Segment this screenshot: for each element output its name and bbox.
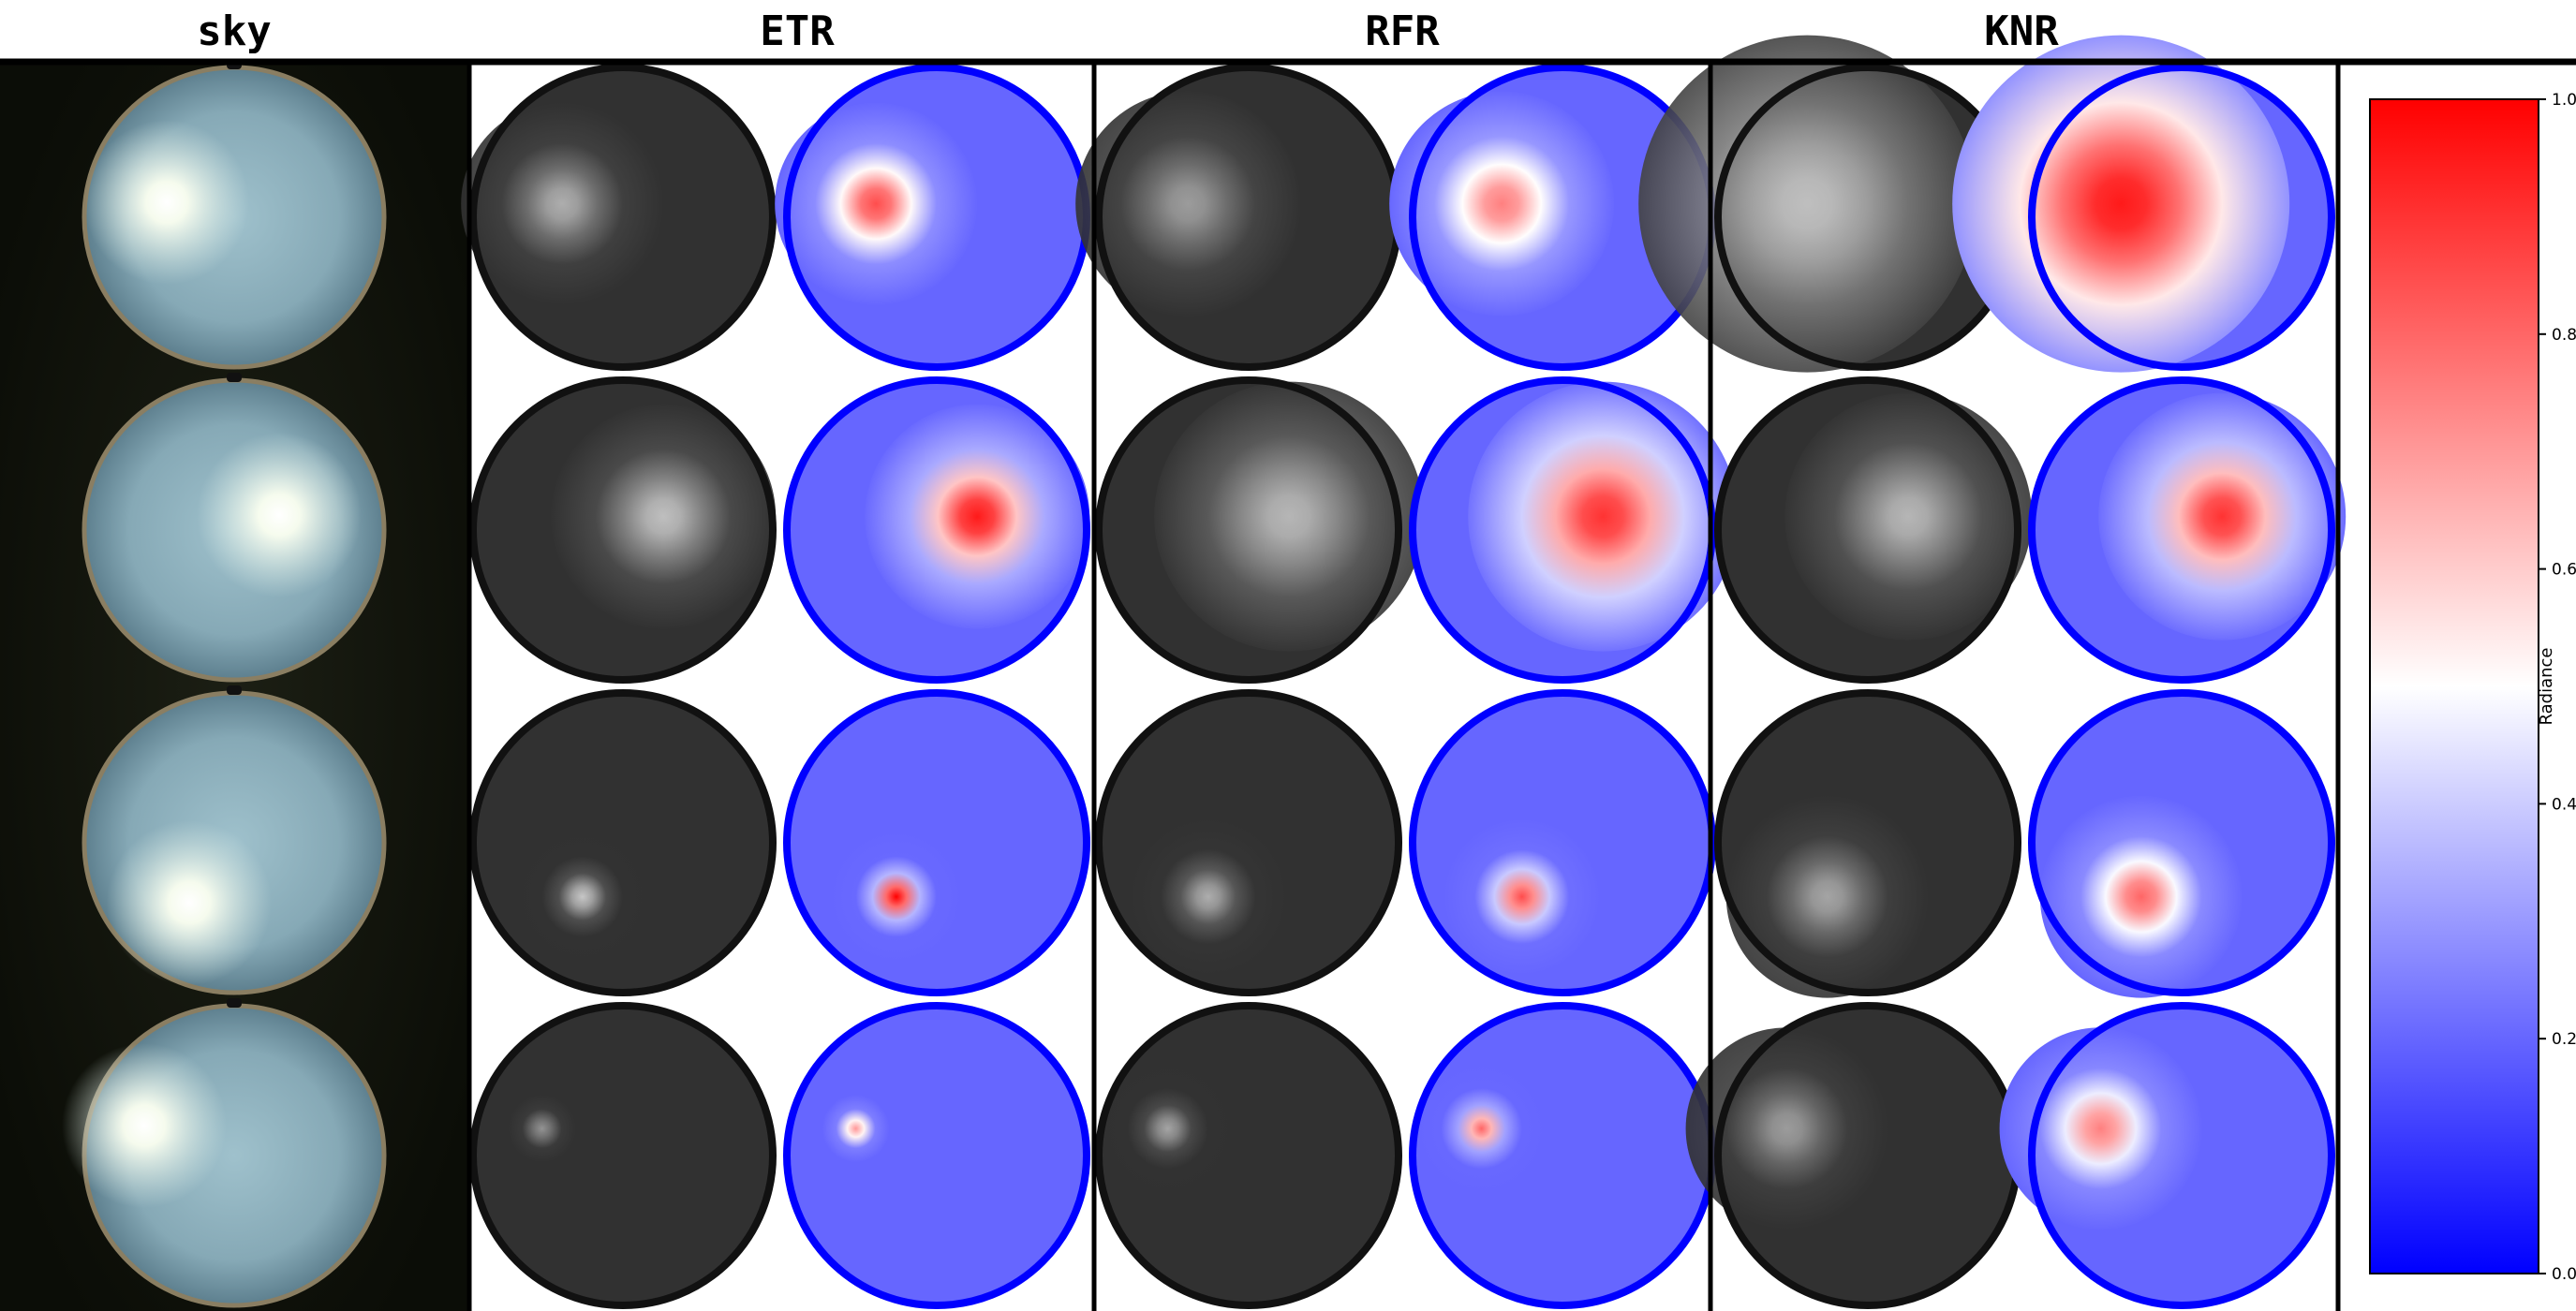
colorbar-ticks: 0.0 0.2 0.4 0.6 0.8 1.0 bbox=[2539, 91, 2576, 1284]
camera-mount bbox=[227, 685, 242, 695]
radiance-sun-spot bbox=[865, 404, 1090, 629]
radiance-sun-spot bbox=[1468, 381, 1739, 652]
panel-knr-row-2 bbox=[1714, 376, 2347, 684]
grayscale-sun-spot bbox=[551, 404, 777, 629]
sky-image-row-2 bbox=[81, 373, 387, 683]
radiance-sun-spot bbox=[2039, 795, 2243, 998]
colorbar-gradient bbox=[2369, 98, 2539, 1274]
panel-rfr-row-3 bbox=[1095, 689, 1716, 996]
grayscale-rim bbox=[1714, 376, 2021, 684]
panel-knr-row-3 bbox=[1714, 689, 2335, 998]
colorbar-label: Radiance bbox=[2537, 648, 2556, 726]
radiance-sun-spot bbox=[2098, 392, 2347, 641]
grayscale-rim bbox=[1095, 689, 1402, 996]
panel-etr-row-2 bbox=[469, 376, 1090, 684]
panel-rfr-row-1 bbox=[1075, 64, 1716, 371]
panel-etr-row-4 bbox=[469, 1002, 1090, 1309]
grayscale-rim bbox=[469, 1002, 777, 1309]
grayscale-sun-spot bbox=[1075, 91, 1301, 317]
panel-knr-row-1 bbox=[1638, 35, 2335, 373]
sky-image-row-4 bbox=[62, 998, 387, 1308]
colorbar: 0.0 0.2 0.4 0.6 0.8 1.0 Radiance bbox=[2369, 91, 2576, 1284]
radiance-rim bbox=[2028, 376, 2335, 684]
radiance-sun-spot bbox=[1414, 1061, 1549, 1197]
grayscale-rim bbox=[1714, 689, 2021, 996]
grayscale-sun-spot bbox=[1638, 35, 1976, 373]
column-title-etr: ETR bbox=[760, 7, 835, 55]
colorbar-tick-label: 0.8 bbox=[2552, 326, 2576, 345]
panel-knr-row-4 bbox=[1685, 1002, 2335, 1309]
panel-rfr-row-4 bbox=[1095, 1002, 1716, 1309]
column-separators bbox=[0, 58, 2576, 1311]
column-title-knr: KNR bbox=[1984, 7, 2059, 55]
sun-glare bbox=[197, 433, 362, 597]
panel-rfr-row-2 bbox=[1095, 376, 1739, 684]
sky-image-row-3 bbox=[81, 685, 387, 995]
colorbar-tick-label: 0.4 bbox=[2552, 795, 2576, 814]
grayscale-rim bbox=[1095, 1002, 1402, 1309]
camera-mount bbox=[227, 373, 242, 382]
sun-glare bbox=[62, 1043, 227, 1208]
radiance-sun-spot bbox=[799, 1072, 912, 1186]
radiance-rim bbox=[2028, 64, 2335, 371]
sky-image-panels bbox=[62, 60, 387, 1308]
radiance-rim bbox=[783, 1002, 1090, 1309]
column-title-sky: sky bbox=[197, 7, 271, 55]
radiance-sun-spot bbox=[1999, 1027, 2202, 1230]
grayscale-sun-spot bbox=[485, 1072, 599, 1186]
grayscale-sun-spot bbox=[1100, 1061, 1236, 1197]
grayscale-rim bbox=[469, 64, 777, 371]
radiance-sun-spot bbox=[775, 102, 978, 305]
grayscale-sun-spot bbox=[1725, 795, 1929, 998]
sun-glare bbox=[84, 120, 249, 285]
sun-glare bbox=[107, 820, 272, 985]
grayscale-sun-spot bbox=[514, 829, 650, 965]
colorbar-tick-label: 1.0 bbox=[2552, 91, 2576, 110]
grayscale-sun-spot bbox=[461, 102, 664, 305]
radiance-rim bbox=[2028, 689, 2335, 996]
radiance-rim bbox=[783, 689, 1090, 996]
panel-etr-row-3 bbox=[469, 689, 1090, 996]
grayscale-sun-spot bbox=[1154, 381, 1425, 652]
radiance-sun-spot bbox=[1952, 35, 2290, 373]
radiance-sun-spot bbox=[1443, 818, 1601, 976]
radiance-sun-spot bbox=[828, 829, 964, 965]
colorbar-tick-label: 0.6 bbox=[2552, 561, 2576, 580]
grayscale-sun-spot bbox=[1129, 818, 1287, 976]
radiance-rim bbox=[783, 376, 1090, 684]
camera-mount bbox=[227, 998, 242, 1008]
radiance-rim bbox=[2028, 1002, 2335, 1309]
grayscale-sun-spot bbox=[1784, 392, 2033, 641]
panel-etr-row-1 bbox=[461, 64, 1090, 371]
column-title-rfr: RFR bbox=[1365, 7, 1440, 55]
colorbar-tick-label: 0.0 bbox=[2552, 1265, 2576, 1284]
grayscale-rim bbox=[469, 689, 777, 996]
sky-image-row-1 bbox=[81, 60, 387, 370]
column-titles: sky ETR RFR KNR bbox=[197, 7, 2059, 55]
radiance-sun-spot bbox=[1389, 91, 1615, 317]
grayscale-rim bbox=[1095, 376, 1402, 684]
model-prediction-panels bbox=[461, 35, 2347, 1309]
colorbar-tick-label: 0.2 bbox=[2552, 1030, 2576, 1049]
grayscale-rim bbox=[469, 376, 777, 684]
grayscale-sun-spot bbox=[1685, 1027, 1888, 1230]
